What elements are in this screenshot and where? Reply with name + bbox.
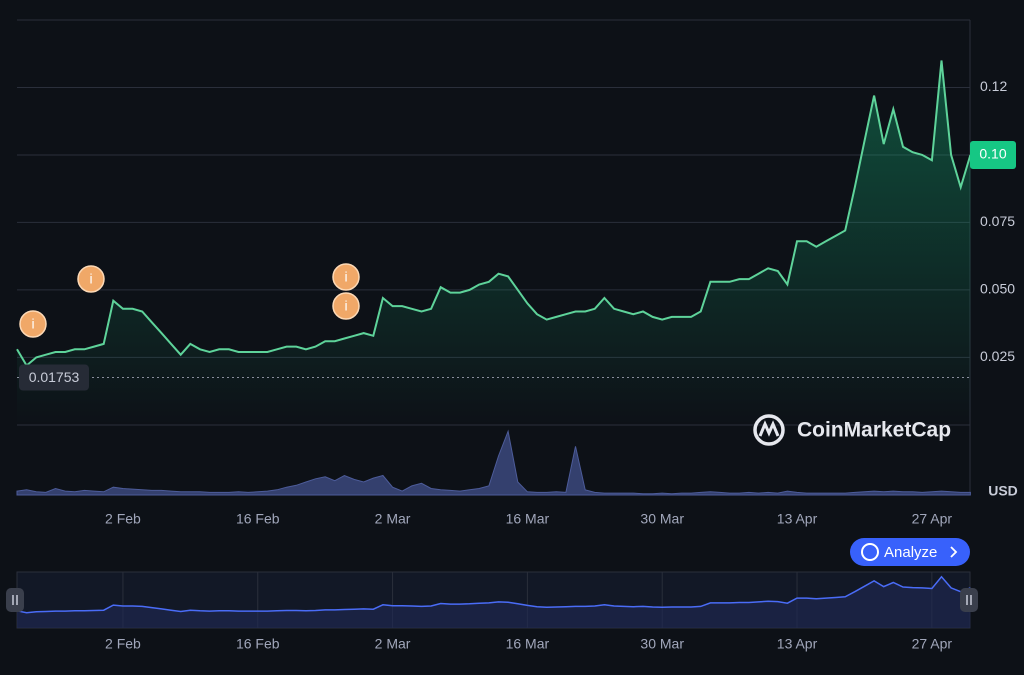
x-tick-label: 2 Mar bbox=[375, 511, 411, 527]
analyze-chevron bbox=[950, 546, 958, 558]
navigator-x-tick-label: 16 Mar bbox=[506, 636, 550, 652]
x-tick-label: 13 Apr bbox=[777, 511, 818, 527]
navigator-line bbox=[16, 575, 971, 614]
x-tick-label: 2 Feb bbox=[105, 511, 141, 527]
watermark-text: CoinMarketCap bbox=[797, 419, 951, 442]
right-handle-grip bbox=[966, 595, 972, 605]
navigator-x-tick-label: 30 Mar bbox=[640, 636, 684, 652]
logo-mark bbox=[758, 420, 780, 437]
plot: 0.025 0.050 0.075 0.10 0.12 2 Feb 16 Feb 2 Mar 1… bbox=[16, 60, 1016, 527]
last-price-label: 0.10 bbox=[979, 146, 1006, 162]
event-marker-label: i bbox=[89, 271, 92, 287]
x-tick-label: 16 Feb bbox=[236, 511, 280, 527]
x-tick-label: 16 Mar bbox=[506, 511, 550, 527]
logo bbox=[753, 414, 785, 446]
event-marker-label: i bbox=[31, 316, 34, 332]
navigator-x-tick-label: 16 Feb bbox=[236, 636, 280, 652]
navigator-x-tick-label: 13 Apr bbox=[777, 636, 818, 652]
y-tick-label: 0.025 bbox=[980, 348, 1015, 364]
last-price-tag bbox=[970, 140, 1016, 169]
navigator-x-tick-label: 2 Feb bbox=[105, 636, 141, 652]
low-tag bbox=[19, 364, 89, 391]
event-marker bbox=[19, 310, 47, 338]
x-tick-label: 27 Apr bbox=[912, 511, 953, 527]
event-marker bbox=[332, 292, 360, 320]
event-marker bbox=[332, 263, 360, 291]
y-tick-label: 0.050 bbox=[980, 281, 1015, 297]
navigator-x-tick-label: 2 Mar bbox=[375, 636, 411, 652]
right-handle[interactable] bbox=[960, 588, 978, 612]
price-line bbox=[16, 60, 972, 368]
unit-label: USD bbox=[988, 483, 1018, 499]
watermark: CoinMarketCap bbox=[753, 414, 951, 446]
low-label: 0.01753 bbox=[29, 369, 80, 385]
price-area bbox=[17, 60, 971, 425]
left-handle-grip bbox=[12, 595, 18, 605]
navigator-plot: 2 Feb 16 Feb 2 Mar 16 Mar 30 Mar 13 Apr 27 Apr bbox=[16, 572, 971, 652]
left-handle[interactable] bbox=[6, 588, 24, 612]
event-marker-label: i bbox=[344, 298, 347, 314]
y-tick-label: 0.12 bbox=[980, 78, 1007, 94]
y-tick-label: 0.075 bbox=[980, 213, 1015, 229]
analyze-label: Analyze bbox=[884, 544, 937, 561]
volume-area bbox=[16, 429, 971, 496]
event-marker bbox=[77, 265, 105, 293]
analyze-button[interactable] bbox=[850, 538, 970, 566]
analyze-icon bbox=[861, 543, 879, 561]
x-tick-label: 30 Mar bbox=[640, 511, 684, 527]
navigator-x-tick-label: 27 Apr bbox=[912, 636, 953, 652]
event-marker-label: i bbox=[344, 269, 347, 285]
